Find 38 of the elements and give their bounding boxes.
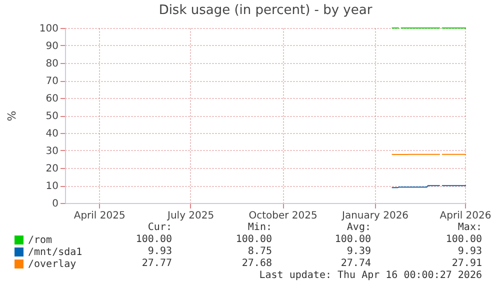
- text: 9.93: [458, 246, 482, 258]
- x-tick-label: January 2026: [341, 210, 409, 222]
- x-tick-label: October 2025: [248, 210, 318, 222]
- text: 100.00: [334, 234, 371, 246]
- text: 9.39: [346, 246, 371, 258]
- y-tick-label: 80: [46, 58, 58, 70]
- legend-label: /rom: [28, 235, 52, 246]
- text: 100.00: [136, 234, 172, 246]
- x-tick-label: April 2026: [440, 210, 492, 222]
- text: 27.91: [452, 258, 482, 270]
- text: Max:: [458, 222, 482, 234]
- text: Avg:: [346, 222, 371, 234]
- x-tick-label: April 2025: [74, 210, 126, 222]
- y-tick-label: 10: [46, 181, 58, 192]
- y-axis-title: %: [5, 110, 18, 122]
- y-tick-label: 100: [39, 24, 58, 34]
- y-tick-label: 20: [46, 164, 58, 174]
- y-tick-label: 70: [46, 76, 58, 87]
- text: Cur:: [148, 222, 172, 234]
- text: Last update: Thu Apr 16 00:00:27 2026: [259, 270, 482, 282]
- y-tick-label: 90: [46, 41, 58, 52]
- y-tick-label: 60: [46, 94, 58, 104]
- text: 8.75: [248, 246, 272, 258]
- y-tick-label: 30: [46, 146, 58, 157]
- y-tick-label: 0: [52, 198, 58, 210]
- text: 27.74: [340, 258, 371, 270]
- text: 100.00: [446, 234, 482, 246]
- text: 27.68: [242, 258, 272, 270]
- text: 100.00: [236, 234, 272, 246]
- x-tick-label: July 2025: [166, 210, 214, 222]
- chart-title: Disk usage (in percent) - by year: [158, 3, 373, 18]
- text: Min:: [248, 222, 272, 234]
- y-tick-label: 50: [46, 111, 58, 122]
- y-tick-label: 40: [46, 128, 58, 140]
- text: 27.77: [142, 258, 172, 270]
- text: 9.93: [148, 246, 172, 258]
- legend-label: /overlay: [28, 259, 76, 270]
- legend-label: /mnt/sda1: [28, 247, 82, 258]
